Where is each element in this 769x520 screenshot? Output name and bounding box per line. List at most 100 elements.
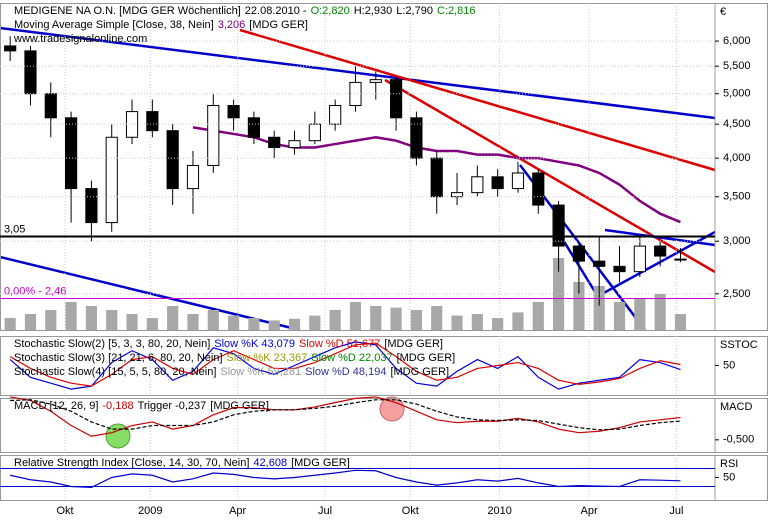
y-tick-label: -0,500 — [723, 434, 754, 446]
volume-bar — [410, 310, 422, 330]
volume-bar — [187, 314, 199, 330]
volume-bar — [248, 318, 260, 330]
candle-body — [247, 117, 260, 138]
panel-frame — [0, 336, 768, 396]
candle-body — [410, 117, 423, 159]
volume-bar — [268, 320, 280, 330]
legend-suffix: [MDG GER] — [210, 400, 269, 412]
candle-body — [511, 172, 525, 190]
ohlc-value: C:2,816 — [437, 5, 476, 17]
candle-body — [65, 117, 78, 190]
title-text: MEDIGENE NA O.N. [MDG GER Wöchentlich] — [14, 5, 241, 17]
candle-body — [593, 260, 606, 267]
line-series — [9, 342, 681, 387]
panel-frame — [0, 398, 768, 453]
level-label: 3,05 — [4, 223, 25, 235]
volume-bar — [512, 312, 524, 330]
legend-series: Slow %K 43,079 — [214, 338, 295, 350]
indicator-name: Moving Average Simple [Close, 38, Nein] — [14, 19, 214, 31]
legend-series: Slow %K 59,281 — [220, 366, 301, 378]
legend-label: MACD [12, 26, 9] — [14, 400, 98, 412]
x-tick-label: Okt — [402, 505, 419, 517]
level-label: 0,00% - 2,46 — [4, 285, 66, 297]
volume-bar — [45, 310, 57, 330]
candle-body — [105, 136, 118, 224]
volume-bar — [106, 310, 118, 330]
candle-body — [572, 245, 585, 262]
candle-body — [369, 79, 382, 83]
y-tick-label: 4,500 — [723, 118, 751, 130]
legend-series: 42,608 — [253, 457, 287, 469]
trend-line — [604, 228, 716, 247]
y-tick-label: 4,000 — [723, 152, 751, 164]
legend-series: Slow %K 23,367 — [227, 352, 308, 364]
y-tick-label: 5,500 — [723, 60, 751, 72]
legend-suffix: [MDG GER] — [384, 338, 443, 350]
x-tick-label: Jul — [669, 505, 683, 517]
candle-body — [146, 111, 159, 132]
candle-body — [329, 105, 342, 125]
x-tick-label: Jul — [318, 505, 332, 517]
indicator-legend: Moving Average Simple [Close, 38, Nein] 3… — [14, 19, 308, 31]
panel-label: SSTOC — [720, 339, 758, 351]
candle-body — [268, 136, 281, 149]
legend-entry: Relative Strength Index [Close, 14, 30, … — [14, 457, 350, 469]
legend-series: Slow %D 48,194 — [305, 366, 386, 378]
volume-bar — [349, 302, 362, 330]
legend-suffix: [MDG GER] — [291, 457, 350, 469]
volume-bar — [451, 315, 463, 330]
x-tick-label: 2009 — [138, 505, 162, 517]
candle-body — [44, 93, 57, 119]
indicator-suffix: [MDG GER] — [249, 19, 308, 31]
volume-bar — [24, 314, 37, 330]
x-tick-label: Apr — [229, 505, 246, 517]
trend-line — [239, 28, 716, 172]
candle-body — [4, 45, 17, 52]
volume-bar — [167, 306, 179, 330]
indicator-value: 3,206 — [218, 19, 246, 31]
panel-label: MACD — [720, 401, 752, 413]
candle-body — [491, 176, 504, 190]
volume-bar — [492, 318, 504, 330]
volume-bar — [329, 310, 341, 330]
line-series — [9, 341, 681, 390]
volume-bar — [674, 314, 687, 330]
y-tick-label: 6,000 — [723, 35, 751, 47]
candle-body — [166, 130, 179, 190]
candle-body — [85, 188, 98, 224]
legend-series: Slow %D 51,677 — [299, 338, 380, 350]
candle-body — [390, 79, 403, 119]
x-tick-label: 2010 — [487, 505, 511, 517]
line-series — [10, 469, 681, 489]
legend-label: Relative Strength Index [Close, 14, 30, … — [14, 457, 249, 469]
candle-body — [349, 81, 362, 107]
candle-body — [552, 204, 565, 247]
x-tick-label: Apr — [581, 505, 598, 517]
panel-label: € — [720, 6, 726, 18]
legend-suffix: [MDG GER] — [397, 352, 456, 364]
y-tick-label: 3,000 — [723, 235, 751, 247]
legend-label: Stochastic Slow(4) [15, 5, 5, 80, 20, Ne… — [14, 366, 216, 378]
candle-body — [308, 123, 321, 142]
watermark: www.tradesignalonline.com — [13, 33, 147, 45]
title-date: 22.08.2010 - — [245, 5, 307, 17]
volume-bar — [309, 315, 321, 330]
signal-marker — [105, 423, 131, 449]
y-tick-label: 3,500 — [723, 191, 751, 203]
candle-body — [471, 176, 484, 194]
y-tick-label: 50 — [723, 471, 735, 483]
panel-frame — [0, 3, 768, 331]
candle-body — [613, 265, 626, 273]
volume-bar — [431, 306, 443, 330]
chart-title: MEDIGENE NA O.N. [MDG GER Wöchentlich] 22… — [14, 5, 475, 17]
legend-entry: MACD [12, 26, 9] -0,188 Trigger -0,237 [MDG… — [14, 400, 269, 412]
legend-suffix: [MDG GER] — [390, 366, 449, 378]
volume-bar — [85, 306, 97, 330]
volume-bar — [65, 302, 77, 330]
volume-bar — [593, 286, 605, 330]
legend-entry: Stochastic Slow(4) [15, 5, 5, 80, 20, Ne… — [14, 366, 449, 378]
panel-frame — [0, 455, 768, 501]
legend-entry: Stochastic Slow(2) [5, 3, 3, 80, 20, Nei… — [14, 338, 443, 350]
line-series — [10, 399, 681, 431]
candle-body — [186, 164, 200, 190]
